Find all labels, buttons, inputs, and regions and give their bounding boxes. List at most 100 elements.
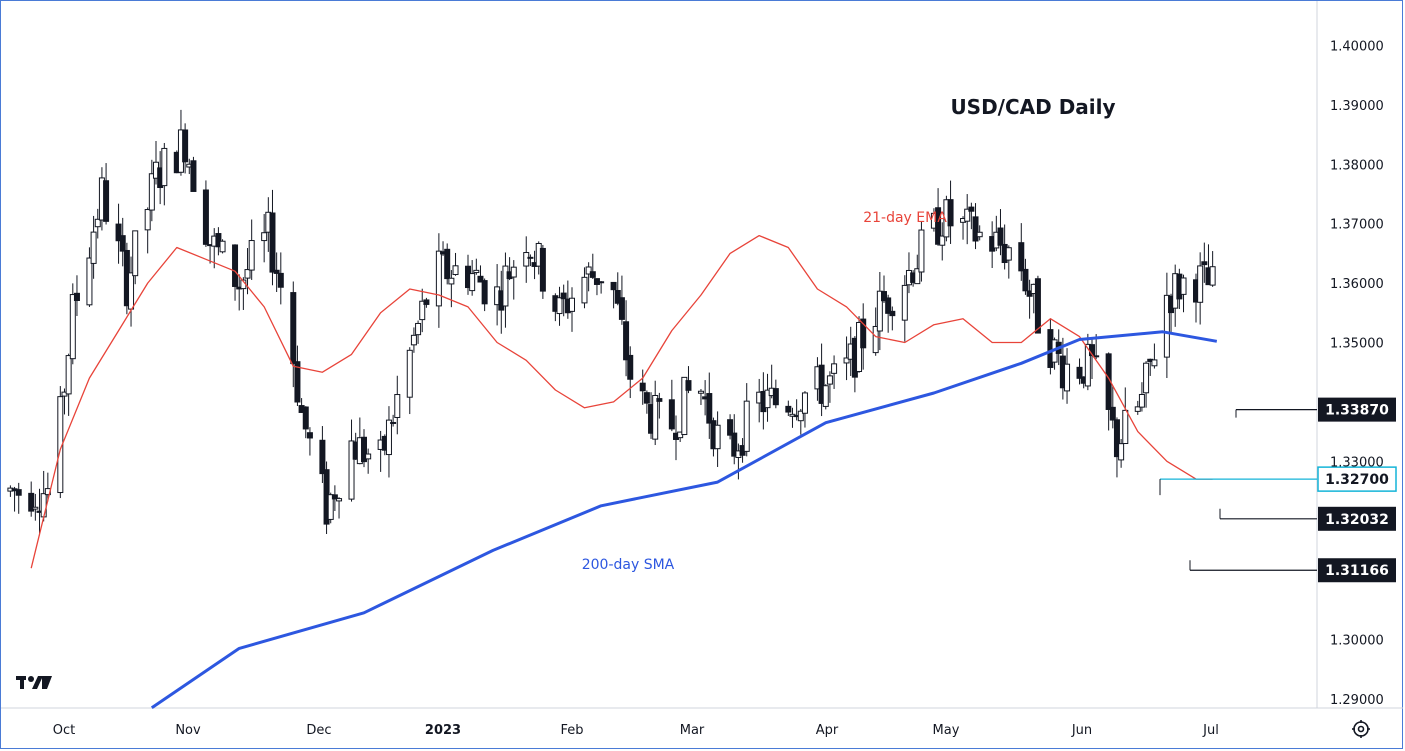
- candle: [843, 336, 850, 381]
- candle: [290, 281, 297, 388]
- candle: [390, 414, 397, 427]
- candle: [144, 207, 151, 254]
- candle: [1209, 251, 1216, 287]
- time-tick-label: Dec: [306, 723, 331, 738]
- candle: [132, 230, 139, 285]
- price-level-1-33870[interactable]: 1.33870: [1235, 397, 1396, 422]
- candle: [1163, 272, 1170, 378]
- candle: [1134, 400, 1141, 415]
- candle: [593, 278, 600, 296]
- candle: [28, 481, 35, 517]
- price-axis: 1.40000 1.39000 1.38000 1.37000 1.36000 1.350…: [1330, 40, 1384, 708]
- candle: [610, 281, 617, 309]
- price-tick-label: 1.33000: [1330, 455, 1384, 470]
- candle: [1022, 258, 1029, 295]
- candle: [103, 163, 110, 225]
- candle: [1122, 387, 1129, 445]
- candle: [581, 267, 588, 309]
- candle: [90, 215, 97, 279]
- candle: [1064, 348, 1071, 404]
- candle: [560, 284, 567, 317]
- candle: [831, 355, 838, 389]
- candle: [319, 426, 326, 484]
- candle: [306, 427, 313, 456]
- candle: [435, 233, 442, 328]
- candle: [1109, 385, 1116, 429]
- time-tick-label: 2023: [425, 723, 461, 738]
- candle: [935, 188, 942, 246]
- candle: [885, 294, 892, 333]
- candle: [32, 493, 39, 521]
- candle: [668, 379, 675, 432]
- sma-annotation: 200-day SMA: [582, 557, 675, 573]
- price-tick-label: 1.37000: [1330, 218, 1384, 233]
- candle: [115, 203, 122, 264]
- svg-text:1.32700: 1.32700: [1325, 472, 1389, 488]
- tradingview-logo-icon[interactable]: [16, 676, 52, 689]
- candle: [294, 345, 301, 407]
- price-level-1-32032[interactable]: 1.32032: [1219, 506, 1396, 531]
- candle: [1151, 343, 1158, 369]
- candle: [881, 275, 887, 303]
- candle: [502, 252, 509, 328]
- candle: [714, 411, 721, 467]
- candle: [40, 470, 47, 522]
- candle: [481, 278, 488, 312]
- price-level-1-32700[interactable]: 1.32700: [1159, 466, 1397, 496]
- candle: [444, 243, 451, 285]
- candle: [161, 142, 168, 206]
- candle: [452, 252, 459, 276]
- sma-200-line: [150, 330, 1218, 710]
- candle: [277, 252, 284, 305]
- candle: [997, 209, 1004, 256]
- candle: [685, 366, 692, 394]
- candles-group: [7, 109, 1216, 536]
- svg-text:1.31166: 1.31166: [1325, 563, 1389, 579]
- price-tick-label: 1.40000: [1330, 40, 1384, 55]
- ema-annotation: 21-day EMA: [863, 210, 947, 226]
- candle: [539, 244, 546, 299]
- time-tick-label: Nov: [175, 723, 201, 738]
- candle: [365, 448, 372, 474]
- candle: [585, 262, 592, 292]
- candle: [743, 383, 750, 457]
- price-tick-label: 1.39000: [1330, 99, 1384, 114]
- candle: [1201, 242, 1208, 283]
- candle: [889, 306, 896, 331]
- candle: [331, 485, 338, 512]
- candle: [785, 400, 792, 417]
- candle: [697, 389, 704, 405]
- candle: [510, 260, 517, 300]
- candle: [623, 300, 630, 377]
- settings-gear-icon[interactable]: [1352, 720, 1370, 738]
- candle: [639, 369, 646, 405]
- candle: [302, 406, 309, 439]
- candle: [618, 275, 625, 325]
- candle: [818, 343, 825, 417]
- price-tick-label: 1.38000: [1330, 158, 1384, 173]
- time-tick-label: Jun: [1071, 723, 1092, 738]
- candle: [797, 408, 804, 435]
- svg-text:1.32032: 1.32032: [1325, 512, 1389, 528]
- price-level-1-31166[interactable]: 1.31166: [1189, 558, 1396, 583]
- candle: [65, 353, 72, 416]
- candle: [273, 252, 280, 293]
- candle: [1005, 245, 1012, 279]
- svg-text:1.33870: 1.33870: [1325, 403, 1389, 419]
- indicator-lines: [30, 234, 1218, 710]
- candle: [652, 380, 659, 446]
- candle: [232, 244, 239, 301]
- candle: [826, 371, 833, 403]
- candle: [1118, 439, 1125, 468]
- price-level-lines: 1.33870 1.32700 1.32032 1.31166: [1159, 397, 1397, 583]
- candle: [57, 386, 64, 499]
- candle: [968, 202, 975, 230]
- candle: [872, 307, 879, 356]
- candle: [976, 225, 983, 241]
- candle: [527, 254, 534, 267]
- candle: [1034, 275, 1041, 334]
- candle: [614, 272, 621, 306]
- candle: [964, 194, 971, 245]
- price-tick-label: 1.29000: [1330, 693, 1384, 708]
